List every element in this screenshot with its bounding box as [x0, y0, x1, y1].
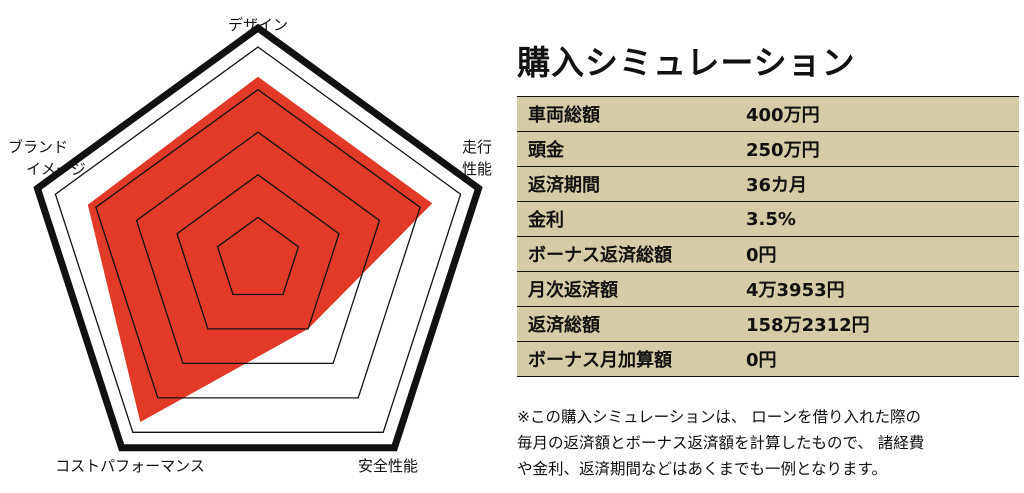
row-value: 0円: [742, 341, 1019, 377]
row-label: 返済総額: [517, 306, 742, 342]
note-line: 毎月の返済額とボーナス返済額を計算したもので、 諸経費: [517, 434, 925, 452]
radar-max-ring: [54, 46, 462, 433]
row-label: 車両総額: [517, 96, 742, 132]
radar-axis-label: 走行性能: [462, 138, 492, 178]
simulation-note: ※この購入シミュレーションは、 ローンを借り入れた際の 毎月の返済額とボーナス返…: [517, 404, 1022, 482]
radar-gridline: [135, 131, 381, 365]
radar-axis-label: ブランドイメージ: [8, 138, 86, 178]
row-label: 金利: [517, 201, 742, 237]
note-line: ※この購入シミュレーションは、 ローンを借り入れた際の: [517, 408, 922, 426]
radar-gridline: [176, 173, 340, 330]
row-label: 頭金: [517, 131, 742, 167]
row-label: 返済期間: [517, 166, 742, 202]
simulation-table: 車両総額 400万円 頭金 250万円 返済期間 36カ月 金利 3.5% ボーナス返済総額 0円…: [517, 96, 1019, 377]
row-value: 400万円: [742, 96, 1019, 132]
table-row: 車両総額 400万円: [517, 96, 1019, 132]
row-value: 0円: [742, 236, 1019, 272]
table-row: ボーナス返済総額 0円: [517, 236, 1019, 272]
table-row: 頭金 250万円: [517, 131, 1019, 167]
table-row: 金利 3.5%: [517, 201, 1019, 237]
radar-axis-label: 安全性能: [358, 457, 418, 475]
radar-axis-label: デザイン: [228, 16, 288, 34]
row-value: 158万2312円: [742, 306, 1019, 342]
radar-axis-label: コストパフォーマンス: [55, 457, 205, 475]
radar-gridline: [95, 88, 421, 399]
row-value: 250万円: [742, 131, 1019, 167]
table-row: ボーナス月加算額 0円: [517, 341, 1019, 377]
row-value: 3.5%: [742, 201, 1019, 237]
simulation-title: 購入シミュレーション: [517, 43, 856, 82]
row-label: ボーナス返済総額: [517, 236, 742, 272]
note-line: や金利、返済期間などはあくまでも一例となります。: [517, 460, 887, 478]
table-row: 返済総額 158万2312円: [517, 306, 1019, 342]
row-value: 36カ月: [742, 166, 1019, 202]
row-label: ボーナス月加算額: [517, 341, 742, 377]
radar-gridline: [216, 216, 300, 296]
table-row: 月次返済額 4万3953円: [517, 271, 1019, 307]
table-row: 返済期間 36カ月: [517, 166, 1019, 202]
row-value: 4万3953円: [742, 271, 1019, 307]
row-label: 月次返済額: [517, 271, 742, 307]
